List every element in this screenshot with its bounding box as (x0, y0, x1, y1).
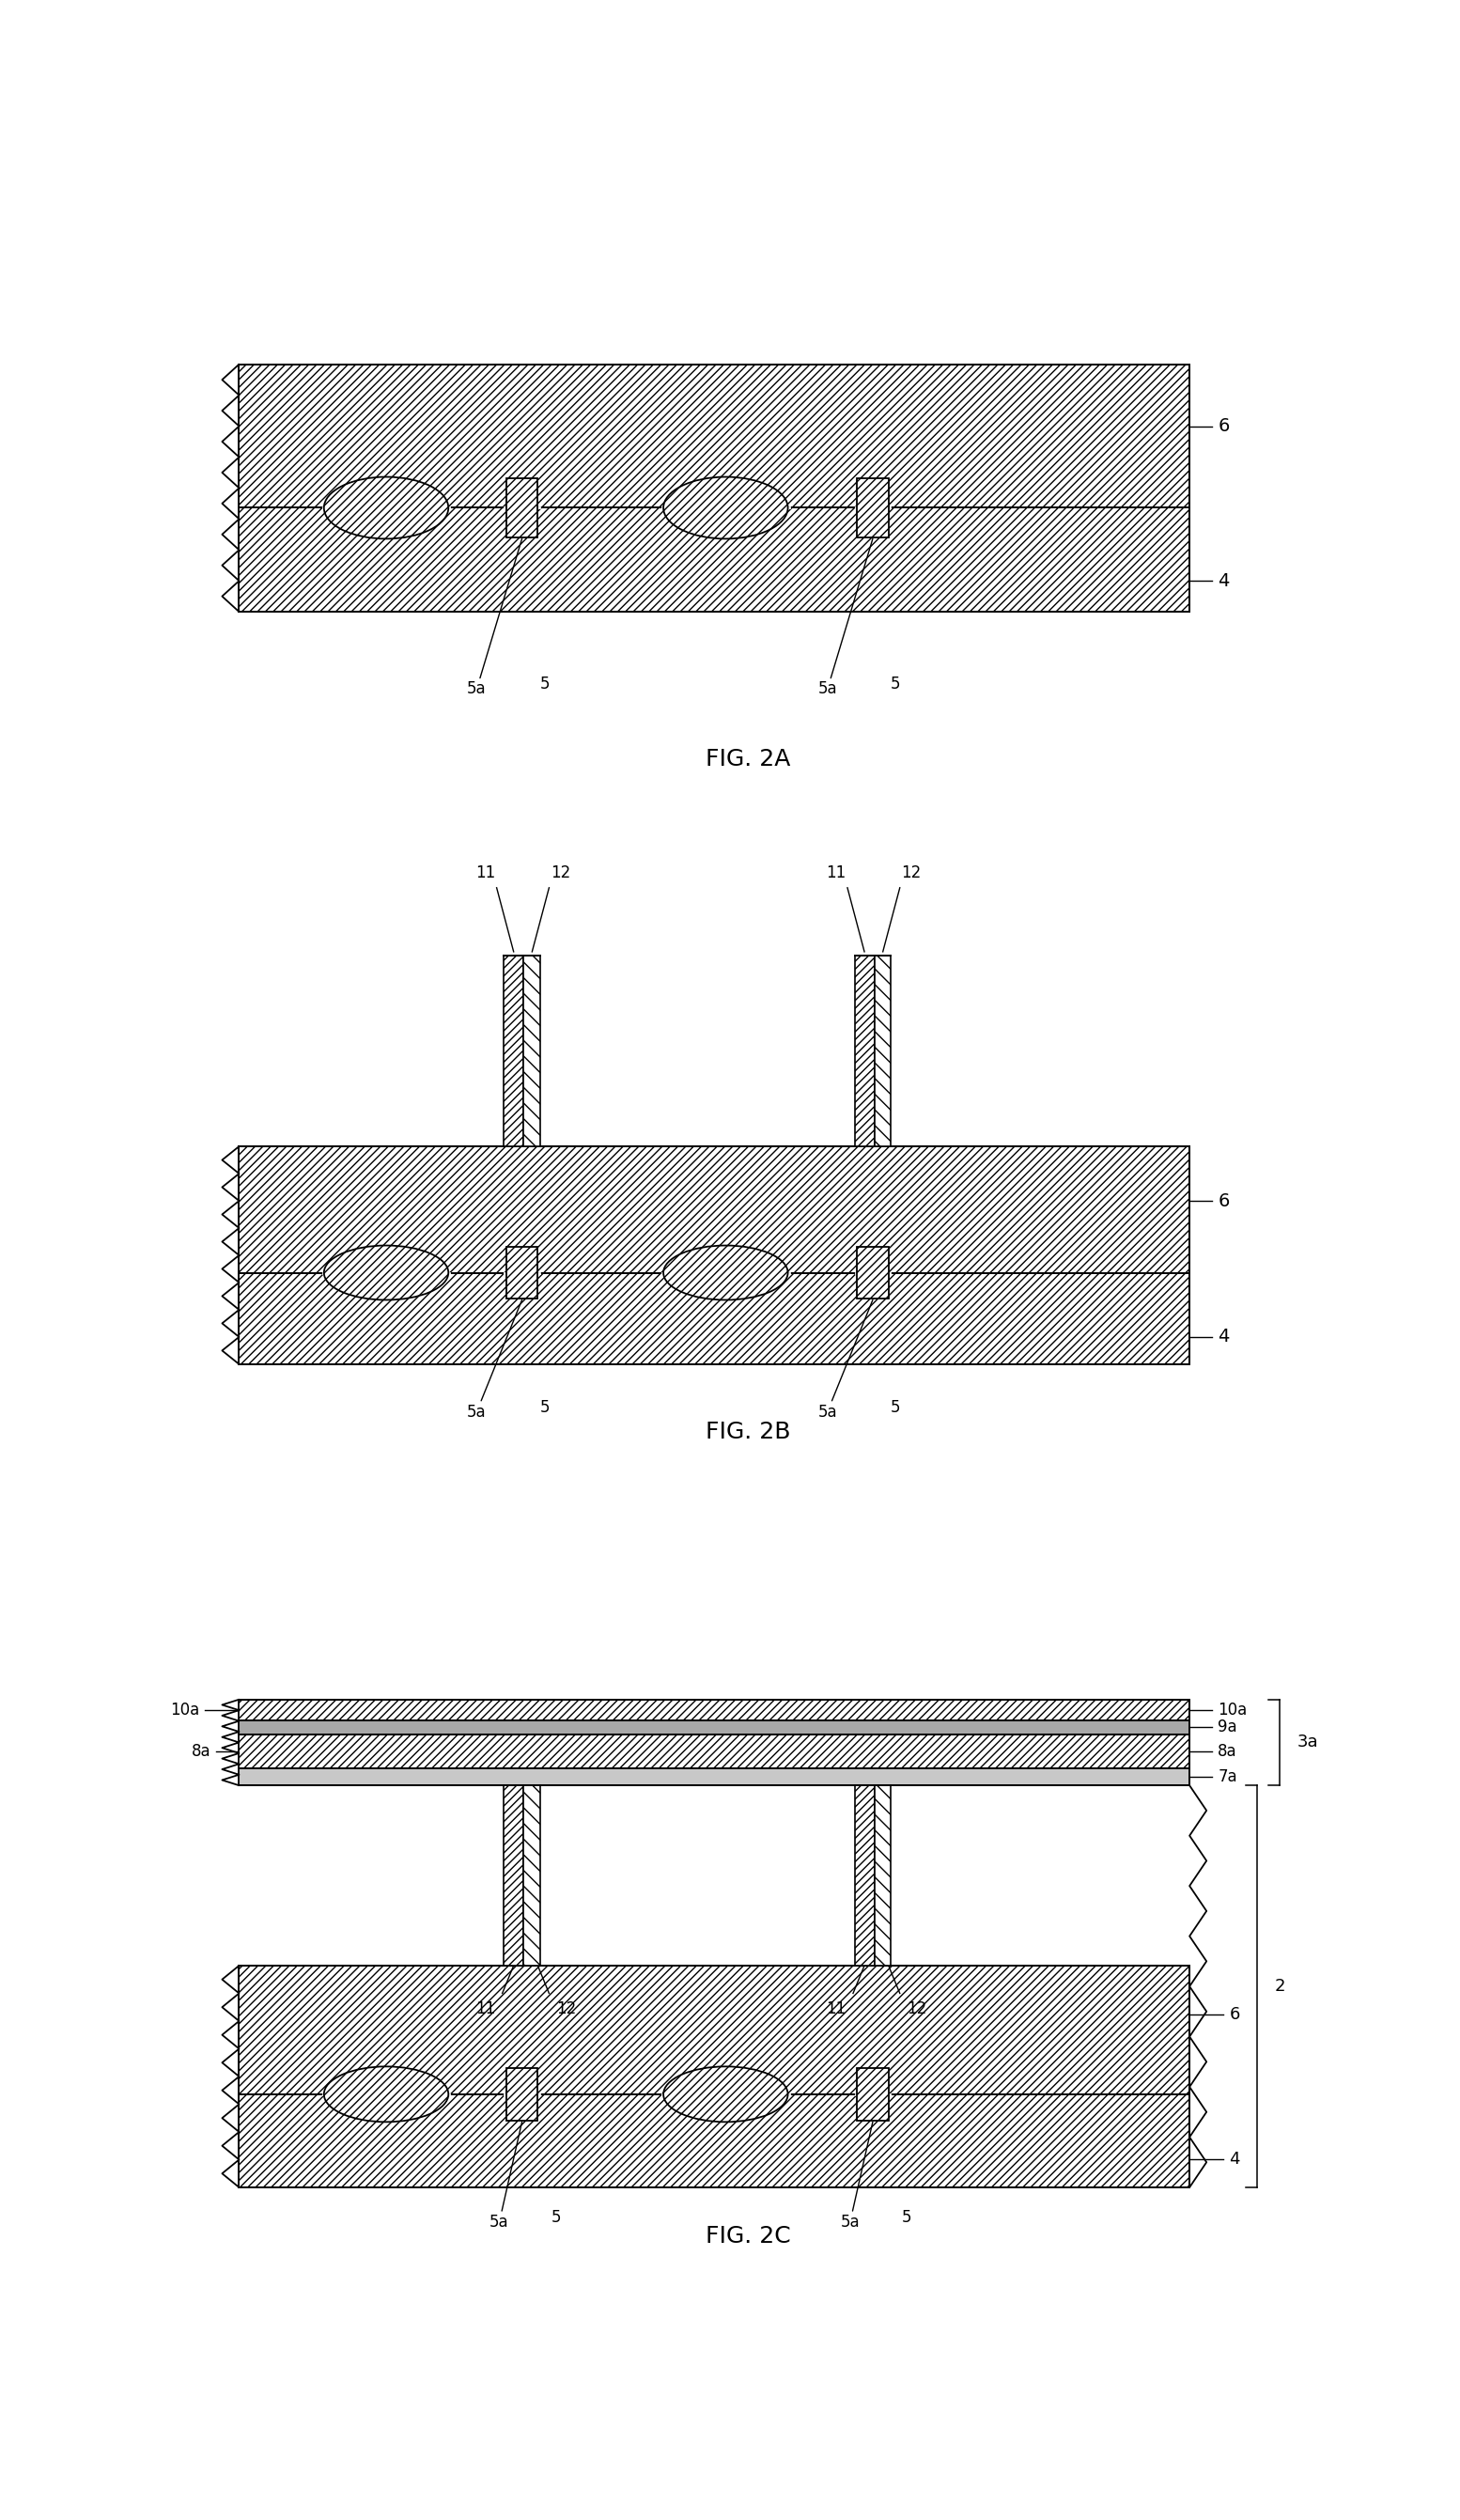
Text: 9a: 9a (1218, 1719, 1237, 1736)
Text: 12: 12 (550, 864, 571, 882)
Text: 6: 6 (1218, 418, 1229, 436)
Ellipse shape (324, 2066, 448, 2122)
Bar (504, 955, 524, 1147)
Bar (239, 1966, 1190, 2187)
Text: 5a: 5a (489, 2122, 523, 2230)
Text: 11: 11 (826, 864, 847, 882)
Ellipse shape (324, 476, 448, 539)
Text: 8a: 8a (191, 1744, 210, 1759)
Text: 10a: 10a (1218, 1701, 1247, 1719)
Bar (507, 479, 537, 537)
Text: 5a: 5a (841, 2122, 873, 2230)
Text: 5a: 5a (467, 1300, 523, 1421)
Ellipse shape (663, 476, 788, 539)
Text: 2: 2 (1275, 1978, 1285, 1996)
Bar (239, 1769, 1190, 1787)
Text: 11: 11 (476, 2001, 495, 2016)
Text: 4: 4 (1218, 572, 1229, 590)
Text: 6: 6 (1229, 2006, 1240, 2024)
Ellipse shape (663, 2066, 788, 2122)
Text: FIG. 2B: FIG. 2B (705, 1421, 791, 1444)
Bar (854, 1784, 875, 1966)
Text: 12: 12 (556, 2001, 577, 2016)
Bar (239, 1734, 1190, 1769)
Bar (524, 1784, 540, 1966)
Text: 12: 12 (901, 864, 921, 882)
Text: FIG. 2A: FIG. 2A (705, 748, 791, 771)
Text: 12: 12 (907, 2001, 927, 2016)
Text: 5: 5 (550, 2210, 561, 2225)
Bar (239, 1147, 1190, 1363)
Bar (504, 1784, 524, 1966)
Bar (875, 1784, 891, 1966)
Bar (239, 365, 1190, 612)
Text: 4: 4 (1229, 2152, 1240, 2167)
Text: 5a: 5a (818, 539, 873, 698)
Text: 8a: 8a (1218, 1744, 1237, 1759)
Ellipse shape (663, 1245, 788, 1300)
Text: 10a: 10a (171, 1701, 200, 1719)
Text: 5a: 5a (818, 1300, 873, 1421)
Text: 4: 4 (1218, 1328, 1229, 1346)
Text: 5: 5 (902, 2210, 911, 2225)
Text: 7a: 7a (1218, 1769, 1237, 1787)
Bar (857, 1247, 889, 1298)
Bar (239, 1698, 1190, 1721)
Text: 5a: 5a (467, 539, 523, 698)
Text: 5: 5 (540, 1399, 549, 1416)
Bar (857, 479, 889, 537)
Bar (854, 955, 875, 1147)
Text: FIG. 2C: FIG. 2C (705, 2225, 791, 2248)
Bar (524, 955, 540, 1147)
Bar (239, 1721, 1190, 1734)
Text: 6: 6 (1218, 1192, 1229, 1210)
Text: 11: 11 (476, 864, 495, 882)
Text: 3a: 3a (1296, 1734, 1318, 1751)
Bar (857, 2069, 889, 2119)
Text: 5: 5 (891, 1399, 901, 1416)
Text: 5: 5 (891, 675, 901, 693)
Bar (875, 955, 891, 1147)
Text: 11: 11 (826, 2001, 847, 2016)
Ellipse shape (324, 1245, 448, 1300)
Bar (507, 1247, 537, 1298)
Bar (507, 2069, 537, 2119)
Text: 5: 5 (540, 675, 549, 693)
